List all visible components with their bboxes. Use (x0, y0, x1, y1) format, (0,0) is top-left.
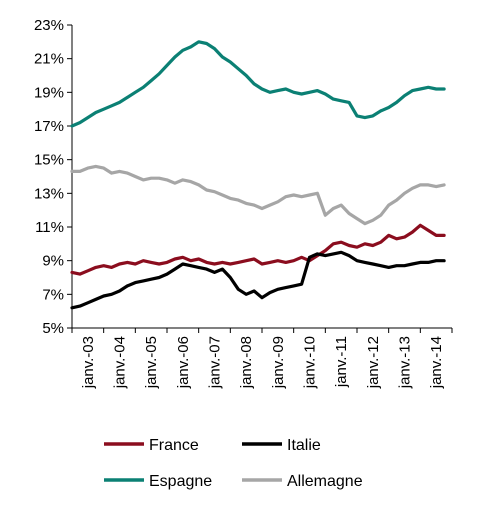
x-tick-label: janv.-12 (365, 336, 382, 389)
x-tick-label: janv.-13 (397, 336, 414, 389)
legend-label-italie: Italie (287, 437, 321, 454)
legend-label-france: France (149, 437, 199, 454)
y-tick-label: 17% (34, 118, 64, 135)
x-tick-label: janv.-04 (112, 336, 129, 389)
series-lines (70, 40, 446, 310)
y-tick-label: 19% (34, 84, 64, 101)
x-tick-label: janv.-03 (80, 336, 97, 389)
x-tick-label: janv.-08 (238, 336, 255, 389)
y-tick-label: 9% (42, 253, 64, 270)
legend-label-espagne: Espagne (149, 473, 212, 490)
legend-label-allemagne: Allemagne (287, 473, 363, 490)
legend: France Italie Espagne Allemagne (104, 437, 363, 490)
x-tick-label: janv.-05 (143, 336, 160, 389)
y-axis: 5% 7% 9% 11% 13% 15% 17% 19% 21% 23% (34, 17, 73, 337)
y-tick-label: 7% (42, 286, 64, 303)
series-line-france (70, 223, 446, 276)
x-tick-label: janv.-06 (175, 336, 192, 389)
series-line-italie (70, 250, 446, 310)
y-tick-label: 23% (34, 17, 64, 34)
y-tick-label: 5% (42, 320, 64, 337)
x-tick-label: janv.-11 (333, 336, 350, 388)
series-line-allemagne (70, 164, 446, 226)
series-line-espagne (70, 40, 446, 128)
y-tick-label: 21% (34, 51, 64, 68)
x-tick-label: janv.-10 (302, 336, 319, 389)
x-axis: janv.-03 janv.-04 janv.-05 janv.-06 janv.-07… (71, 327, 453, 389)
y-tick-label: 15% (34, 152, 64, 169)
x-tick-label: janv.-07 (207, 336, 224, 389)
y-tick-label: 11% (35, 219, 64, 236)
y-tick-label: 13% (34, 185, 64, 202)
x-tick-label: janv.-14 (428, 336, 445, 389)
x-tick-label: janv.-09 (270, 336, 287, 389)
